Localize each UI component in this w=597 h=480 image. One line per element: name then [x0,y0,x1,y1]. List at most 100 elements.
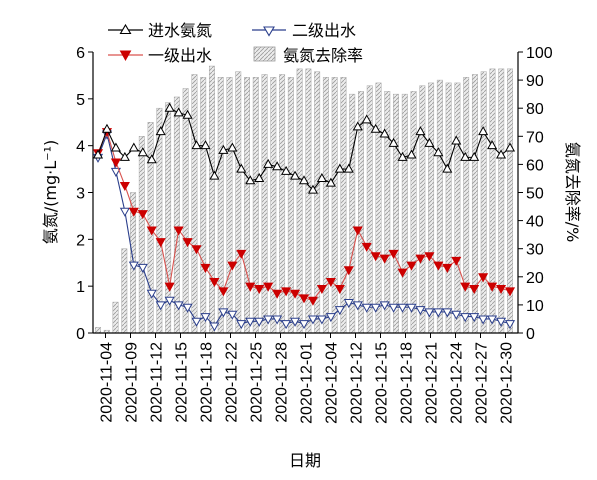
point-primary-35 [406,261,417,271]
legend-label-influent: 进水氨氮 [148,21,212,40]
point-primary-15 [227,261,238,271]
legend-item-secondary: 二级出水 [252,21,356,40]
point-primary-31 [370,252,381,262]
point-influent-26 [325,177,336,187]
left-tick-label-6: 6 [76,45,85,62]
point-secondary-35 [406,303,417,313]
point-influent-10 [182,109,193,119]
point-secondary-33 [388,303,399,313]
removal-rate-bar-9 [173,96,180,334]
point-primary-44 [487,282,498,292]
point-secondary-36 [415,306,426,316]
point-influent-41 [460,151,471,161]
point-primary-22 [289,289,301,299]
point-influent-32 [379,128,390,138]
point-primary-37 [424,252,435,262]
point-secondary-20 [272,315,283,325]
point-influent-21 [281,165,292,175]
left-tick-label-3: 3 [76,186,85,203]
point-primary-30 [361,242,372,252]
point-primary-12 [200,263,211,273]
removal-rate-bar-2 [112,301,119,334]
point-secondary-10 [182,303,193,313]
x-tick-label-2: 2020-11-12 [149,342,166,423]
series-lines [92,102,516,332]
removal-rate-bar-16 [235,71,242,334]
point-secondary-28 [343,299,354,309]
point-influent-9 [173,107,184,117]
point-secondary-23 [298,320,310,330]
point-secondary-19 [263,315,274,325]
removal-rate-bar-22 [287,77,294,334]
point-influent-45 [495,149,507,159]
point-secondary-37 [424,308,435,318]
removal-rate-bar-34 [393,93,400,334]
point-secondary-45 [495,317,507,327]
point-primary-17 [245,282,256,292]
point-influent-6 [146,154,157,164]
removal-rate-bar-38 [428,82,435,334]
removal-rate-bar-18 [252,77,259,334]
point-primary-4 [128,207,139,217]
point-secondary-2 [110,167,121,177]
point-secondary-11 [191,317,202,327]
point-influent-29 [352,121,363,131]
removal-rate-bar-39 [436,79,443,334]
removal-rate-bar-37 [419,85,426,334]
removal-rate-bar-12 [200,77,207,334]
point-primary-23 [298,294,310,304]
point-secondary-14 [218,308,229,318]
removal-rate-bar-44 [480,71,487,334]
left-axis-ticks: 0 1 2 3 4 5 6 [76,45,93,343]
removal-rate-bar-13 [208,65,215,334]
point-primary-3 [119,181,130,191]
point-primary-38 [433,261,444,271]
point-secondary-22 [289,317,301,327]
point-influent-3 [119,151,130,161]
point-influent-12 [200,140,211,150]
point-influent-35 [406,149,417,159]
removal-rate-bar-15 [226,77,233,334]
removal-rate-bar-45 [489,68,496,334]
point-influent-39 [442,163,453,173]
legend-swatch-removal [253,46,276,62]
series-secondary [92,130,516,332]
point-influent-30 [361,114,372,124]
point-secondary-12 [200,313,211,323]
removal-rate-bar-0 [95,327,101,334]
point-secondary-32 [379,301,390,311]
y-axis-left-title: 氨氮/(mg·L⁻¹) [41,140,60,244]
removal-rate-bar-24 [305,68,312,334]
point-secondary-30 [361,303,372,313]
point-influent-8 [164,102,175,112]
point-primary-32 [379,254,390,264]
point-influent-11 [191,140,202,150]
legend-label-removal: 氨氮去除率 [283,46,363,65]
legend-marker-influent [119,23,132,35]
point-influent-28 [343,163,354,173]
legend-item-primary: 一级出水 [108,46,212,65]
x-tick-label-11: 2020-12-15 [374,342,391,424]
legend-marker-secondary [263,26,275,37]
x-tick-label-16: 2020-12-30 [499,342,516,424]
point-secondary-13 [209,322,220,332]
point-influent-5 [137,147,148,157]
point-primary-42 [469,285,480,295]
x-axis-ticks: 2020-11-04 2020-11-09 2020-11-12 2020-11-15… [99,333,516,424]
point-secondary-3 [119,207,130,217]
point-influent-40 [451,135,462,145]
point-primary-6 [146,226,157,236]
point-influent-31 [370,123,381,133]
point-primary-7 [155,238,166,248]
right-tick-label-0: 0 [526,326,535,343]
point-influent-34 [397,151,408,161]
removal-rate-bar-21 [279,74,286,334]
legend-item-influent: 进水氨氮 [108,21,212,40]
right-tick-label-7: 70 [526,129,544,146]
x-tick-label-3: 2020-11-15 [174,342,191,423]
point-secondary-18 [254,317,265,327]
legend-marker-primary [119,50,132,62]
removal-rate-bar-3 [121,248,128,334]
point-primary-43 [478,273,489,283]
right-tick-label-6: 60 [526,157,544,174]
